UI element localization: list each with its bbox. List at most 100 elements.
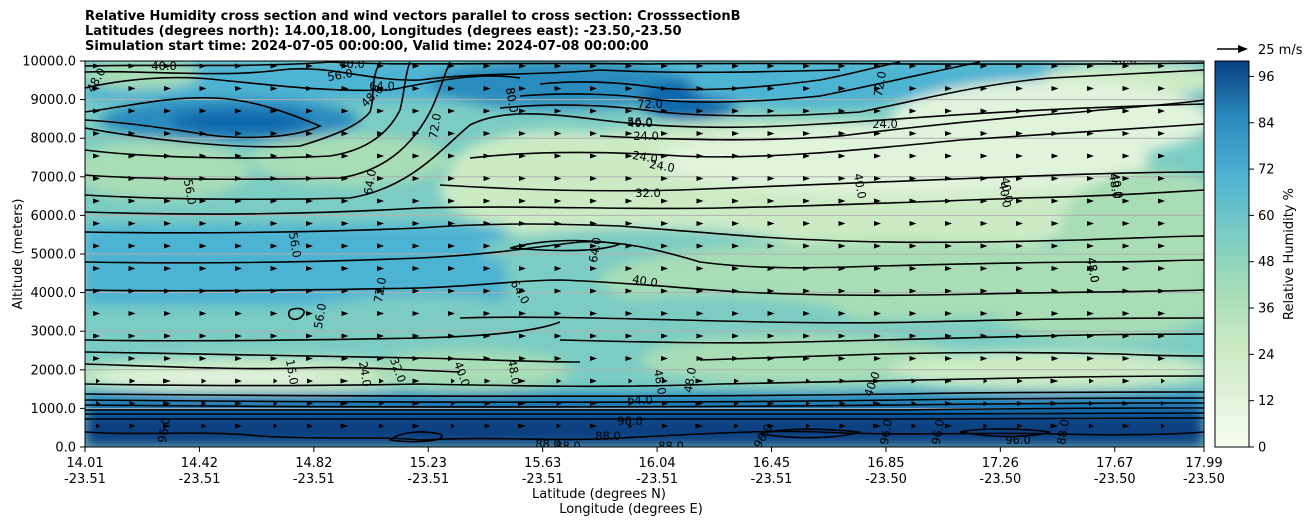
wind-vector <box>306 153 313 159</box>
wind-vector <box>128 266 136 271</box>
wind-vector <box>1158 288 1165 294</box>
wind-vector <box>341 333 349 339</box>
contour-label-text: 96.0 <box>929 418 947 446</box>
contour-label-text: 72.0 <box>871 70 889 98</box>
colorbar-tick-label: 96 <box>1258 70 1275 85</box>
wind-vector <box>909 131 917 136</box>
wind-vector <box>1158 356 1165 361</box>
wind-vector <box>554 63 562 69</box>
wind-vector <box>945 131 952 136</box>
contour-label-text: 96.0 <box>155 416 173 444</box>
wind-vector <box>767 108 775 114</box>
wind-vector <box>199 63 207 69</box>
wind-vector <box>909 108 917 114</box>
wind-vector <box>377 131 384 136</box>
wind-vector <box>128 243 136 249</box>
wind-vector <box>911 423 917 429</box>
wind-vector <box>554 333 562 339</box>
contour-label-text: 64.0 <box>369 79 395 93</box>
contour-label: 48.0 <box>1084 256 1102 284</box>
wind-vector <box>806 423 810 429</box>
colorbar-tick-label: 48 <box>1258 255 1275 270</box>
wind-vector <box>734 401 739 406</box>
wind-vector <box>874 131 881 136</box>
x-axis-label: Latitude (degrees N) <box>532 487 666 502</box>
wind-vector <box>483 131 491 136</box>
wind-vector <box>909 288 917 294</box>
wind-vector <box>803 131 810 136</box>
contour-label-text: 80.0 <box>503 86 521 114</box>
wind-vector <box>945 86 952 91</box>
wind-vector <box>806 378 810 384</box>
wind-vector <box>341 243 349 249</box>
wind-vector <box>625 243 633 249</box>
contour-label: 64.0 <box>627 393 653 407</box>
wind-vector <box>163 378 171 384</box>
wind-vector <box>377 108 384 114</box>
wind-vector <box>838 176 846 181</box>
x-tick-lon: -23.51 <box>293 472 335 487</box>
wind-vector <box>448 288 455 294</box>
wind-vector <box>696 221 704 226</box>
wind-vector <box>377 243 384 249</box>
contour-label: 40.0 <box>1108 172 1126 200</box>
wind-vector <box>412 288 420 294</box>
rh-filled-field: 48.0 40.0 56.064.048.072.080.0 72.056.040.0… <box>85 61 1204 447</box>
wind-vector <box>1089 423 1094 429</box>
wind-vector <box>1051 266 1059 271</box>
wind-vector <box>874 266 881 271</box>
wind-vector <box>306 288 313 294</box>
wind-vector <box>341 131 349 136</box>
wind-vector <box>1122 221 1130 226</box>
x-tick-lat: 15.63 <box>524 456 561 471</box>
wind-vector <box>377 63 384 69</box>
wind-vector <box>767 333 775 339</box>
contour-label: 64.0 <box>361 168 379 196</box>
wind-vector <box>554 221 562 226</box>
wind-vector <box>874 221 881 226</box>
wind-vector <box>201 401 207 406</box>
wind-vector <box>590 333 597 339</box>
wind-vector <box>909 63 917 69</box>
wind-vector <box>270 131 278 136</box>
wind-vector <box>696 63 704 69</box>
wind-vector <box>96 378 100 384</box>
wind-vector <box>1122 423 1130 429</box>
wind-vector <box>838 266 846 271</box>
wind-vector <box>199 108 207 114</box>
y-tick-label: 8000.0 <box>31 132 77 147</box>
contour-label: 24.0 <box>648 157 676 175</box>
wind-vector <box>590 288 597 294</box>
wind-vector <box>307 378 313 384</box>
wind-vector <box>661 131 668 136</box>
wind-vector <box>909 266 917 271</box>
wind-vector <box>732 198 739 204</box>
wind-vector <box>1087 153 1094 159</box>
wind-vector <box>803 266 810 271</box>
wind-vector <box>164 221 171 226</box>
wind-vector <box>1158 311 1165 316</box>
wind-vector <box>696 356 704 361</box>
contour-label-text: 56.0 <box>627 115 653 129</box>
wind-vector <box>93 176 100 181</box>
wind-vector <box>412 198 420 204</box>
wind-vector <box>980 333 988 339</box>
wind-vector <box>1017 423 1023 429</box>
wind-vector <box>519 288 526 294</box>
wind-vector <box>412 401 420 406</box>
wind-vector <box>128 198 136 204</box>
wind-vector <box>164 86 171 91</box>
wind-vector <box>483 311 491 316</box>
wind-vector <box>377 311 384 316</box>
wind-vector <box>909 356 917 361</box>
wind-vector <box>874 243 881 249</box>
contour-label: 40.0 <box>151 61 177 73</box>
wind-vector <box>874 288 881 294</box>
wind-vector <box>554 86 562 91</box>
colorbar-tick-label: 0 <box>1258 441 1266 456</box>
wind-vector <box>625 288 633 294</box>
wind-vector <box>235 311 242 316</box>
wind-vector <box>803 198 810 204</box>
wind-vector <box>945 423 952 429</box>
wind-vector <box>625 108 633 114</box>
